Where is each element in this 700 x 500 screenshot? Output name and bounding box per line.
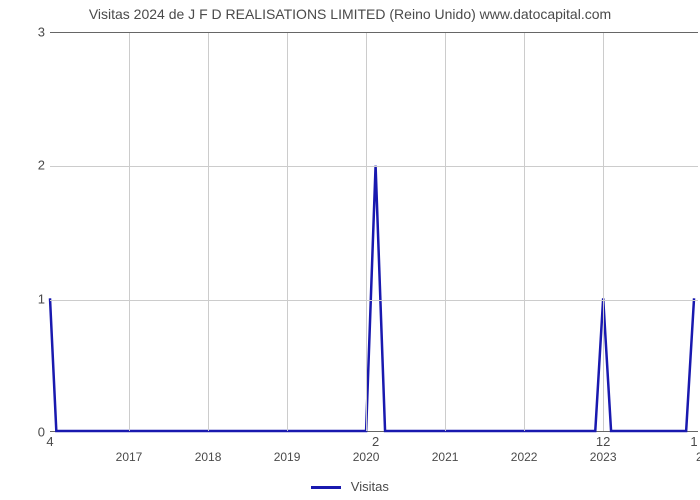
x-tick-label: 2020: [353, 450, 380, 464]
y-tick-label: 0: [38, 425, 45, 440]
grid-line-h: [50, 166, 698, 167]
grid-line-v: [603, 33, 604, 431]
grid-line-v: [129, 33, 130, 431]
grid-line-h: [50, 300, 698, 301]
grid-line-v: [208, 33, 209, 431]
chart-title: Visitas 2024 de J F D REALISATIONS LIMIT…: [0, 6, 700, 22]
x-tick-label: 2017: [116, 450, 143, 464]
legend: Visitas: [0, 479, 700, 494]
inline-data-label: 1: [690, 434, 697, 449]
y-tick-label: 2: [38, 158, 45, 173]
x-tick-label: 2022: [511, 450, 538, 464]
y-tick-label: 3: [38, 25, 45, 40]
grid-line-v: [445, 33, 446, 431]
legend-swatch: [311, 486, 341, 489]
inline-data-label: 12: [596, 434, 610, 449]
x-tick-label: 202: [696, 450, 700, 464]
grid-line-v: [524, 33, 525, 431]
x-tick-label: 2018: [195, 450, 222, 464]
inline-data-label: 4: [46, 434, 53, 449]
x-tick-label: 2023: [590, 450, 617, 464]
grid-line-v: [287, 33, 288, 431]
legend-label: Visitas: [351, 479, 389, 494]
line-path: [50, 33, 698, 431]
x-tick-label: 2019: [274, 450, 301, 464]
y-tick-label: 1: [38, 291, 45, 306]
x-tick-label: 2021: [432, 450, 459, 464]
inline-data-label: 2: [372, 434, 379, 449]
chart-container: Visitas 2024 de J F D REALISATIONS LIMIT…: [0, 0, 700, 500]
grid-line-v: [366, 33, 367, 431]
plot-area: [50, 32, 698, 432]
